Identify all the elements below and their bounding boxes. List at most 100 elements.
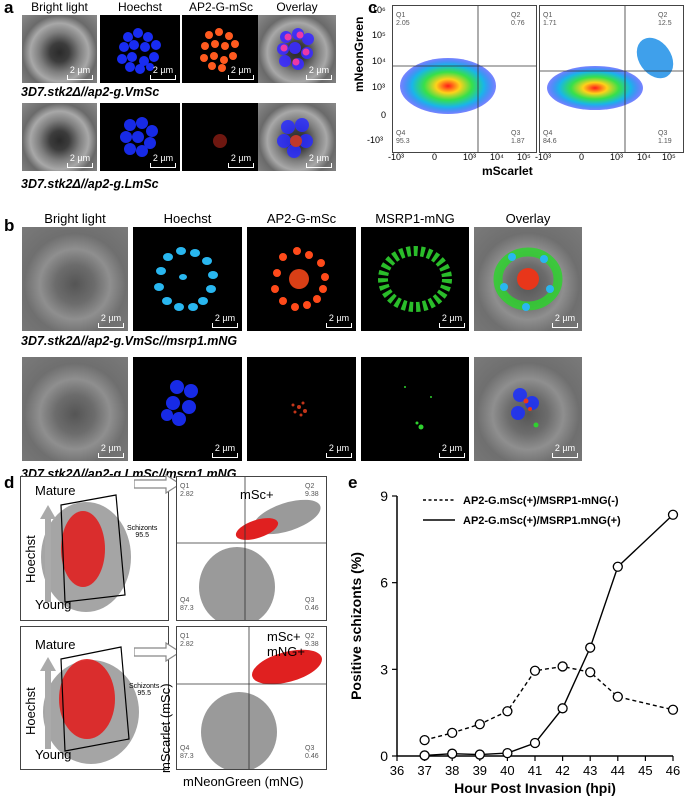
data-point [529,665,541,676]
overlay-signal [511,388,539,428]
facs-density-c2 [540,6,683,152]
c-ytick-4: 0 [381,110,387,120]
scale-bar: 2 µm [306,153,332,168]
x-tick-label: 36 [390,763,404,778]
q2-label: Q2 9.38 [305,483,319,498]
micrograph-a1-hoechst: 2 µm [100,15,180,83]
overlay-signal [277,118,313,158]
gate-scatter-top [40,494,131,612]
y-tick-label: 3 [380,661,388,677]
scale-bar: 2 µm [212,313,238,328]
series-line-2 [424,514,674,757]
micrograph-b1-overlay: 2 µm [474,227,582,331]
strain-label-b1: 3D7.stk2Δ//ap2-g.VmSc//msrp1.mNG [21,334,238,348]
panel-c-ylabel: mNeonGreen [352,16,366,92]
data-point [585,667,596,678]
micrograph-b2-msrp1: 2 µm [361,357,469,461]
panel-b-header-ap2g: AP2-G-mSc [266,211,337,226]
micrograph-a2-overlay: 2 µm [258,103,336,171]
q4-label: Q4 84.6 [543,130,557,145]
facs-plot-c2: Q1 1.71 Q2 12.5 Q4 84.6 Q3 1.19 [539,5,684,153]
c2-xtick-0: -10³ [535,152,552,162]
x-tick-label: 43 [583,763,597,778]
micrograph-b2-overlay: 2 µm [474,357,582,461]
q4-label: Q4 87.3 [180,597,194,612]
data-point [502,706,513,717]
micrograph-a2-hoechst: 2 µm [100,103,180,171]
panel-a-header-ap2g: AP2-G-mSc [188,0,253,14]
scale-bar: 2 µm [439,313,465,328]
micrograph-b1-brightlight: 2 µm [22,227,128,331]
panel-d-label: d [4,473,15,492]
ap2g-signal [200,28,239,72]
panel-a-label: a [4,0,14,17]
micrograph-b1-msrp1: 2 µm [361,227,469,331]
c1-xtick-1: 0 [432,152,438,162]
micrograph-a1-ap2g: 2 µm [182,15,258,83]
x-axis-label: Hour Post Invasion (hpi) [454,780,616,796]
q4-label: Q4 95.3 [396,130,410,145]
q1-label: Q1 2.05 [396,12,410,27]
q1-label: Q1 2.82 [180,633,194,648]
q1-label: Q1 2.82 [180,483,194,498]
gate-mature-label: Mature [35,637,76,652]
c2-xtick-3: 10⁴ [637,152,651,162]
quad-plot-top: Q1 2.82 Q2 9.38 Q4 87.3 Q3 0.46 mSc+ [176,476,327,621]
c-ytick-0: 10⁶ [372,5,386,15]
scale-bar: 2 µm [212,443,238,458]
scale-bar: 2 µm [326,313,352,328]
overlay-signal [277,28,314,70]
overlay-signal [493,247,563,311]
quad-plot-bottom: Q1 2.82 Q2 9.38 Q4 87.3 Q3 0.46 mSc+ mNG+ [176,626,327,770]
x-tick-label: 37 [417,763,431,778]
c-ytick-3: 10³ [372,82,386,92]
scale-bar: 2 µm [98,443,124,458]
quad-scatter-bottom [177,627,326,769]
panel-b-header-brightlight: Bright light [44,211,106,226]
data-point [585,642,596,653]
gate-young-label: Young [35,747,72,762]
x-tick-label: 41 [528,763,542,778]
scale-bar: 2 µm [552,313,578,328]
scale-bar: 2 µm [439,443,465,458]
data-point [502,747,513,759]
micrograph-b2-brightlight: 2 µm [22,357,128,461]
strain-label-a1: 3D7.stk2Δ//ap2-g.VmSc [21,85,160,99]
q3-label: Q3 1.19 [658,130,672,145]
scale-bar: 2 µm [67,153,93,168]
micrograph-b1-hoechst: 2 µm [133,227,242,331]
y-tick-label: 0 [380,748,388,764]
x-tick-label: 38 [445,763,459,778]
gate-scatter-bottom [40,646,139,764]
gate-schizonts-label: Schizonts 95.5 [129,683,160,697]
data-point [612,561,623,572]
panel-c-label: c [368,0,378,17]
q1-label: Q1 1.71 [543,12,557,27]
panel-a-header-hoechst: Hoechst [117,0,163,14]
scale-bar: 2 µm [326,443,352,458]
scale-bar: 2 µm [98,313,124,328]
micrograph-b2-hoechst: 2 µm [133,357,242,461]
scale-bar: 2 µm [150,153,176,168]
data-point [447,727,458,739]
panel-b-header-overlay: Overlay [505,211,551,226]
q2-label: Q2 12.5 [658,12,672,27]
ap2g-signal [213,134,227,148]
data-point [419,750,430,761]
data-point [474,719,485,730]
legend-label-2: AP2-G.mSc(+)/MSRP1.mNG(+) [463,515,621,527]
facs-plot-c1: Q1 2.05 Q2 0.76 Q4 95.3 Q3 1.87 [392,5,537,153]
hoechst-nuclei [161,380,198,426]
q2-label: Q2 0.76 [511,12,525,27]
ap2g-signal [291,401,307,417]
y-tick-label: 6 [380,575,388,591]
scale-bar: 2 µm [228,65,254,80]
c1-xtick-3: 10⁴ [490,152,504,162]
gate-hoechst-label: Hoechst [23,687,38,735]
data-point [529,737,541,749]
micrograph-a1-overlay: 2 µm [258,15,336,83]
data-point [419,734,430,746]
scale-bar: 2 µm [150,65,176,80]
data-point [667,704,679,715]
q3-label: Q3 0.46 [305,597,319,612]
